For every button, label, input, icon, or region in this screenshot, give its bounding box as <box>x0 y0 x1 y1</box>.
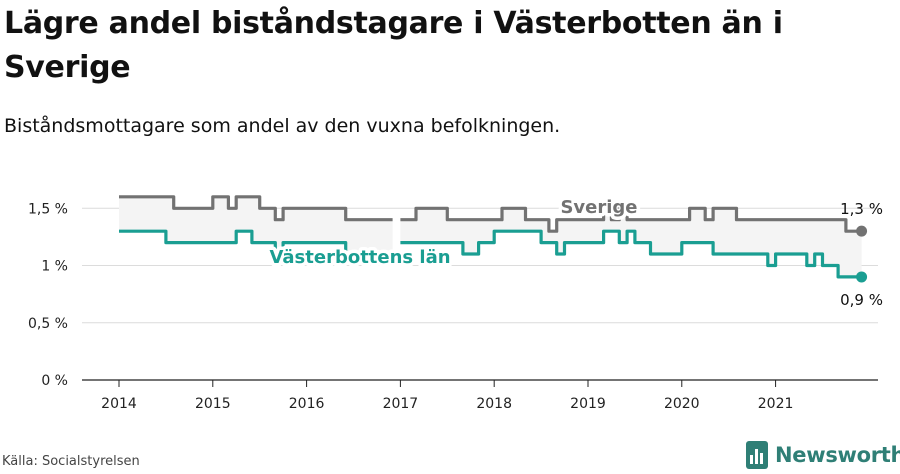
source-note: Källa: Socialstyrelsen <box>2 454 140 469</box>
x-tick-label: 2014 <box>101 396 137 412</box>
x-tick-label: 2021 <box>758 396 794 412</box>
brand-name: Newsworthy <box>775 443 900 467</box>
gap-band <box>400 208 862 277</box>
y-tick-label: 1,5 % <box>28 201 68 217</box>
series-line-sverige <box>400 206 862 233</box>
series-label-sverige: Sverige <box>560 197 637 218</box>
series-label-vasterbotten-halo: Västerbottens län <box>269 247 450 268</box>
y-tick-label: 0,5 % <box>28 316 68 332</box>
series-label-sverige-halo: Sverige <box>560 197 637 218</box>
series-line-vasterbotten <box>119 229 393 256</box>
y-tick-label: 1 % <box>41 259 68 275</box>
chart-subtitle: Biståndsmottagare som andel av den vuxna… <box>4 115 561 137</box>
x-tick-label: 2015 <box>195 396 231 412</box>
newsworthy-logo-icon <box>746 441 768 469</box>
brand-logo[interactable]: Newsworthy <box>746 441 900 469</box>
x-tick-label: 2020 <box>664 396 700 412</box>
end-point-sverige <box>856 225 868 237</box>
end-value-label-sverige: 1,3 % <box>840 200 883 218</box>
gap-band <box>119 196 393 254</box>
series-line-sverige <box>119 195 393 222</box>
y-tick-label: 0 % <box>41 373 68 389</box>
x-tick-label: 2016 <box>289 396 325 412</box>
end-value-label-vasterbotten: 0,9 % <box>840 291 883 309</box>
x-tick-label: 2018 <box>476 396 512 412</box>
series-line-vasterbotten <box>400 229 862 279</box>
series-label-vasterbotten: Västerbottens län <box>269 247 450 268</box>
end-point-vasterbotten <box>856 271 868 283</box>
x-tick-label: 2019 <box>570 396 606 412</box>
x-tick-label: 2017 <box>383 396 419 412</box>
chart-title: Lägre andel biståndstagare i Västerbotte… <box>4 6 783 85</box>
